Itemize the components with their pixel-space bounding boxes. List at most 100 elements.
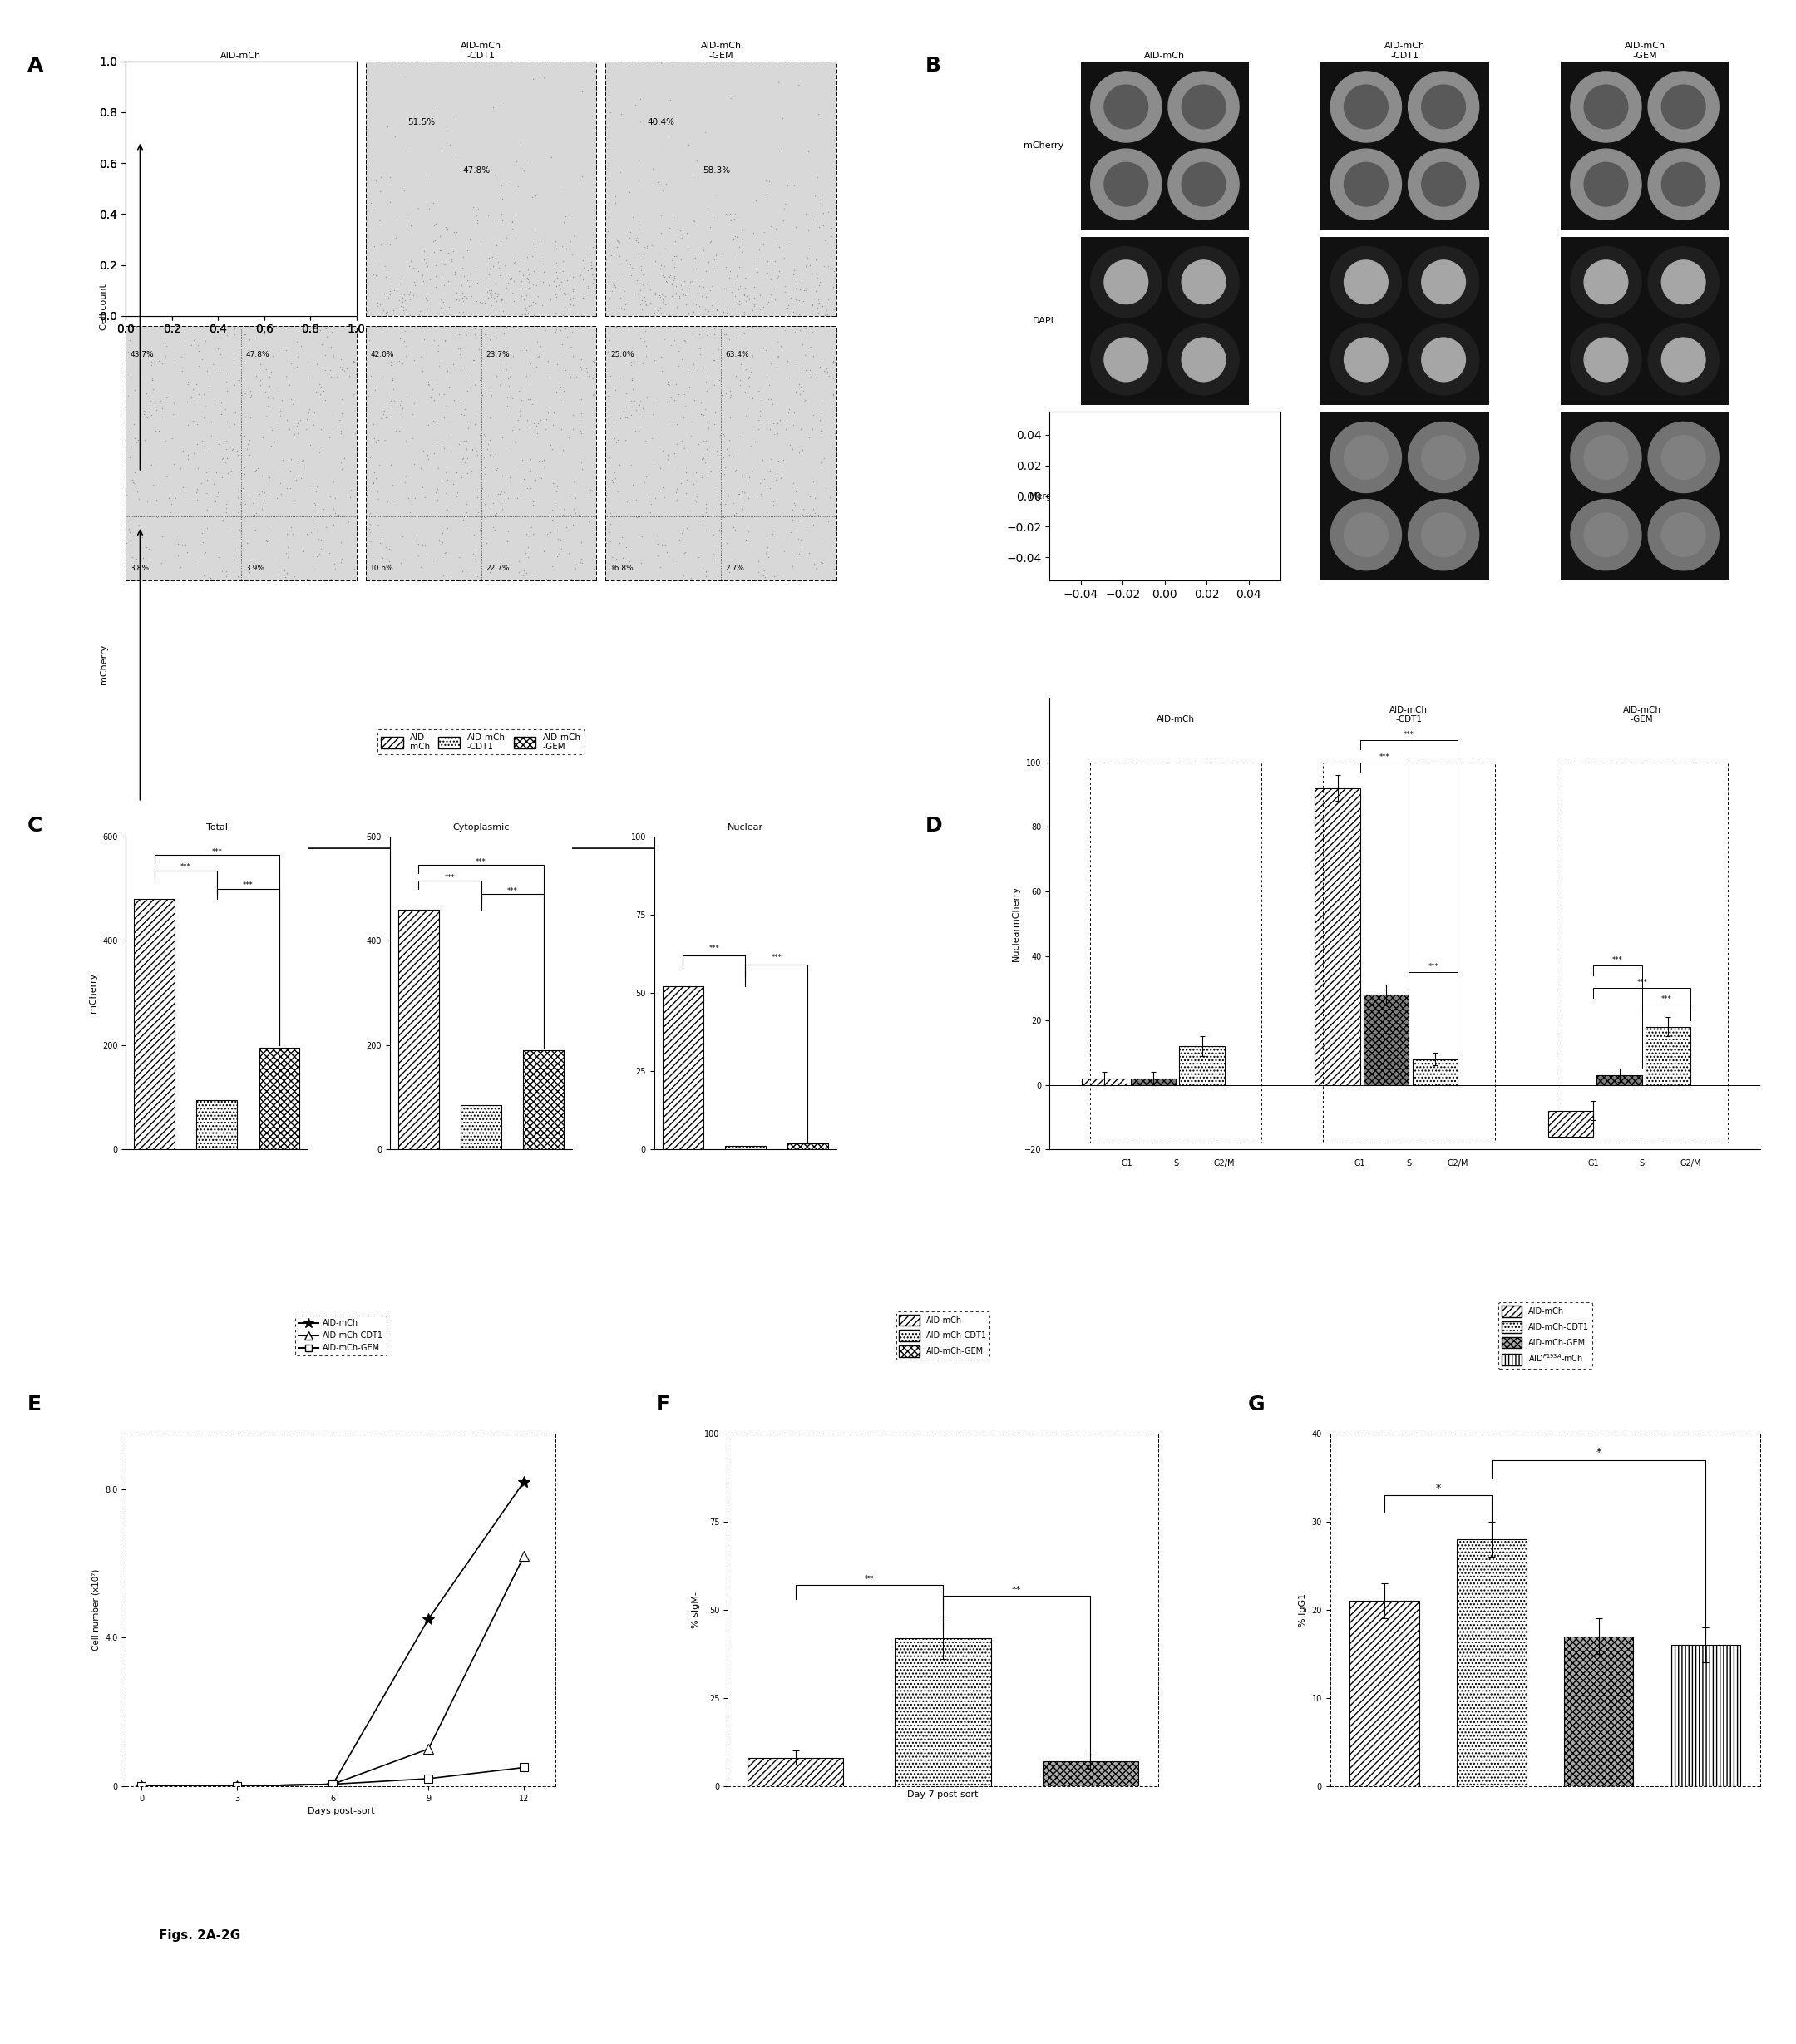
Point [463, 204, 492, 237]
Point [185, 335, 214, 368]
Point [797, 258, 826, 290]
Point [196, 435, 224, 468]
Point [796, 249, 824, 282]
Bar [894, 1637, 991, 1786]
Point [729, 278, 758, 311]
Point [650, 527, 679, 560]
Point [359, 456, 388, 489]
Point [487, 182, 515, 215]
Point [392, 213, 420, 245]
Point [779, 258, 808, 290]
Point [286, 137, 314, 170]
Point [151, 329, 180, 362]
Point [691, 256, 720, 288]
Point [278, 489, 307, 521]
Point [526, 462, 555, 495]
Point [223, 435, 251, 468]
Point [550, 493, 578, 525]
Legend: AID-
mCh, AID-mCh
-CDT1, AID-mCh
-GEM: AID- mCh, AID-mCh -CDT1, AID-mCh -GEM [377, 730, 584, 754]
Circle shape [1661, 435, 1706, 478]
Point [417, 382, 445, 415]
Point [203, 331, 232, 364]
Point [278, 517, 307, 550]
Point [214, 458, 242, 491]
Point [609, 276, 638, 309]
Point [762, 409, 790, 442]
Point [472, 276, 501, 309]
Point [476, 489, 505, 521]
Point [386, 388, 415, 421]
Point [332, 468, 361, 501]
Point [568, 382, 596, 415]
Point [645, 237, 674, 270]
Circle shape [1182, 435, 1225, 478]
Point [284, 223, 313, 256]
Text: ***: *** [476, 858, 487, 867]
Point [663, 484, 691, 517]
Point [257, 429, 286, 462]
Point [817, 213, 846, 245]
Point [224, 513, 253, 546]
Point [212, 433, 241, 466]
Point [648, 472, 677, 505]
Point [661, 476, 690, 509]
Point [233, 433, 262, 466]
Title: AID-mCh
-GEM: AID-mCh -GEM [1624, 41, 1665, 59]
Point [767, 444, 796, 476]
Point [684, 540, 713, 572]
Circle shape [1408, 72, 1478, 143]
Point [219, 335, 248, 368]
Point [381, 415, 409, 448]
Point [580, 272, 609, 305]
Point [257, 280, 286, 313]
Point [652, 386, 681, 419]
Point [244, 476, 273, 509]
Point [278, 229, 307, 262]
Point [506, 280, 535, 313]
Point [237, 278, 266, 311]
Point [436, 435, 465, 468]
Point [708, 533, 736, 566]
Point [670, 536, 699, 568]
Point [530, 536, 559, 568]
Point [594, 270, 623, 303]
Point [679, 384, 708, 417]
Point [614, 286, 643, 319]
Point [616, 262, 645, 294]
Point [259, 290, 287, 323]
Point [603, 474, 632, 507]
Circle shape [1584, 86, 1627, 129]
Title: Cytoplasmic: Cytoplasmic [453, 824, 510, 832]
Point [645, 474, 674, 507]
Point [788, 374, 817, 407]
Point [415, 192, 444, 225]
Text: DNA content: DNA content [438, 918, 496, 926]
Point [124, 251, 153, 284]
Point [550, 256, 578, 288]
Point [321, 270, 350, 303]
Point [485, 352, 514, 384]
Point [810, 356, 839, 388]
Point [717, 378, 745, 411]
Point [621, 225, 650, 258]
Point [481, 268, 510, 300]
Point [686, 333, 715, 366]
Point [738, 311, 767, 343]
Point [546, 523, 575, 556]
Point [427, 245, 456, 278]
Point [521, 180, 550, 213]
Point [727, 235, 756, 268]
Point [781, 272, 810, 305]
Point [788, 284, 817, 317]
Point [666, 215, 695, 247]
Point [670, 401, 699, 433]
Point [440, 352, 469, 384]
Point [792, 274, 821, 307]
Point [426, 523, 454, 556]
Point [286, 190, 314, 223]
Point [756, 208, 785, 241]
Point [578, 251, 607, 284]
Point [546, 368, 575, 401]
Point [309, 256, 338, 288]
Point [149, 274, 178, 307]
